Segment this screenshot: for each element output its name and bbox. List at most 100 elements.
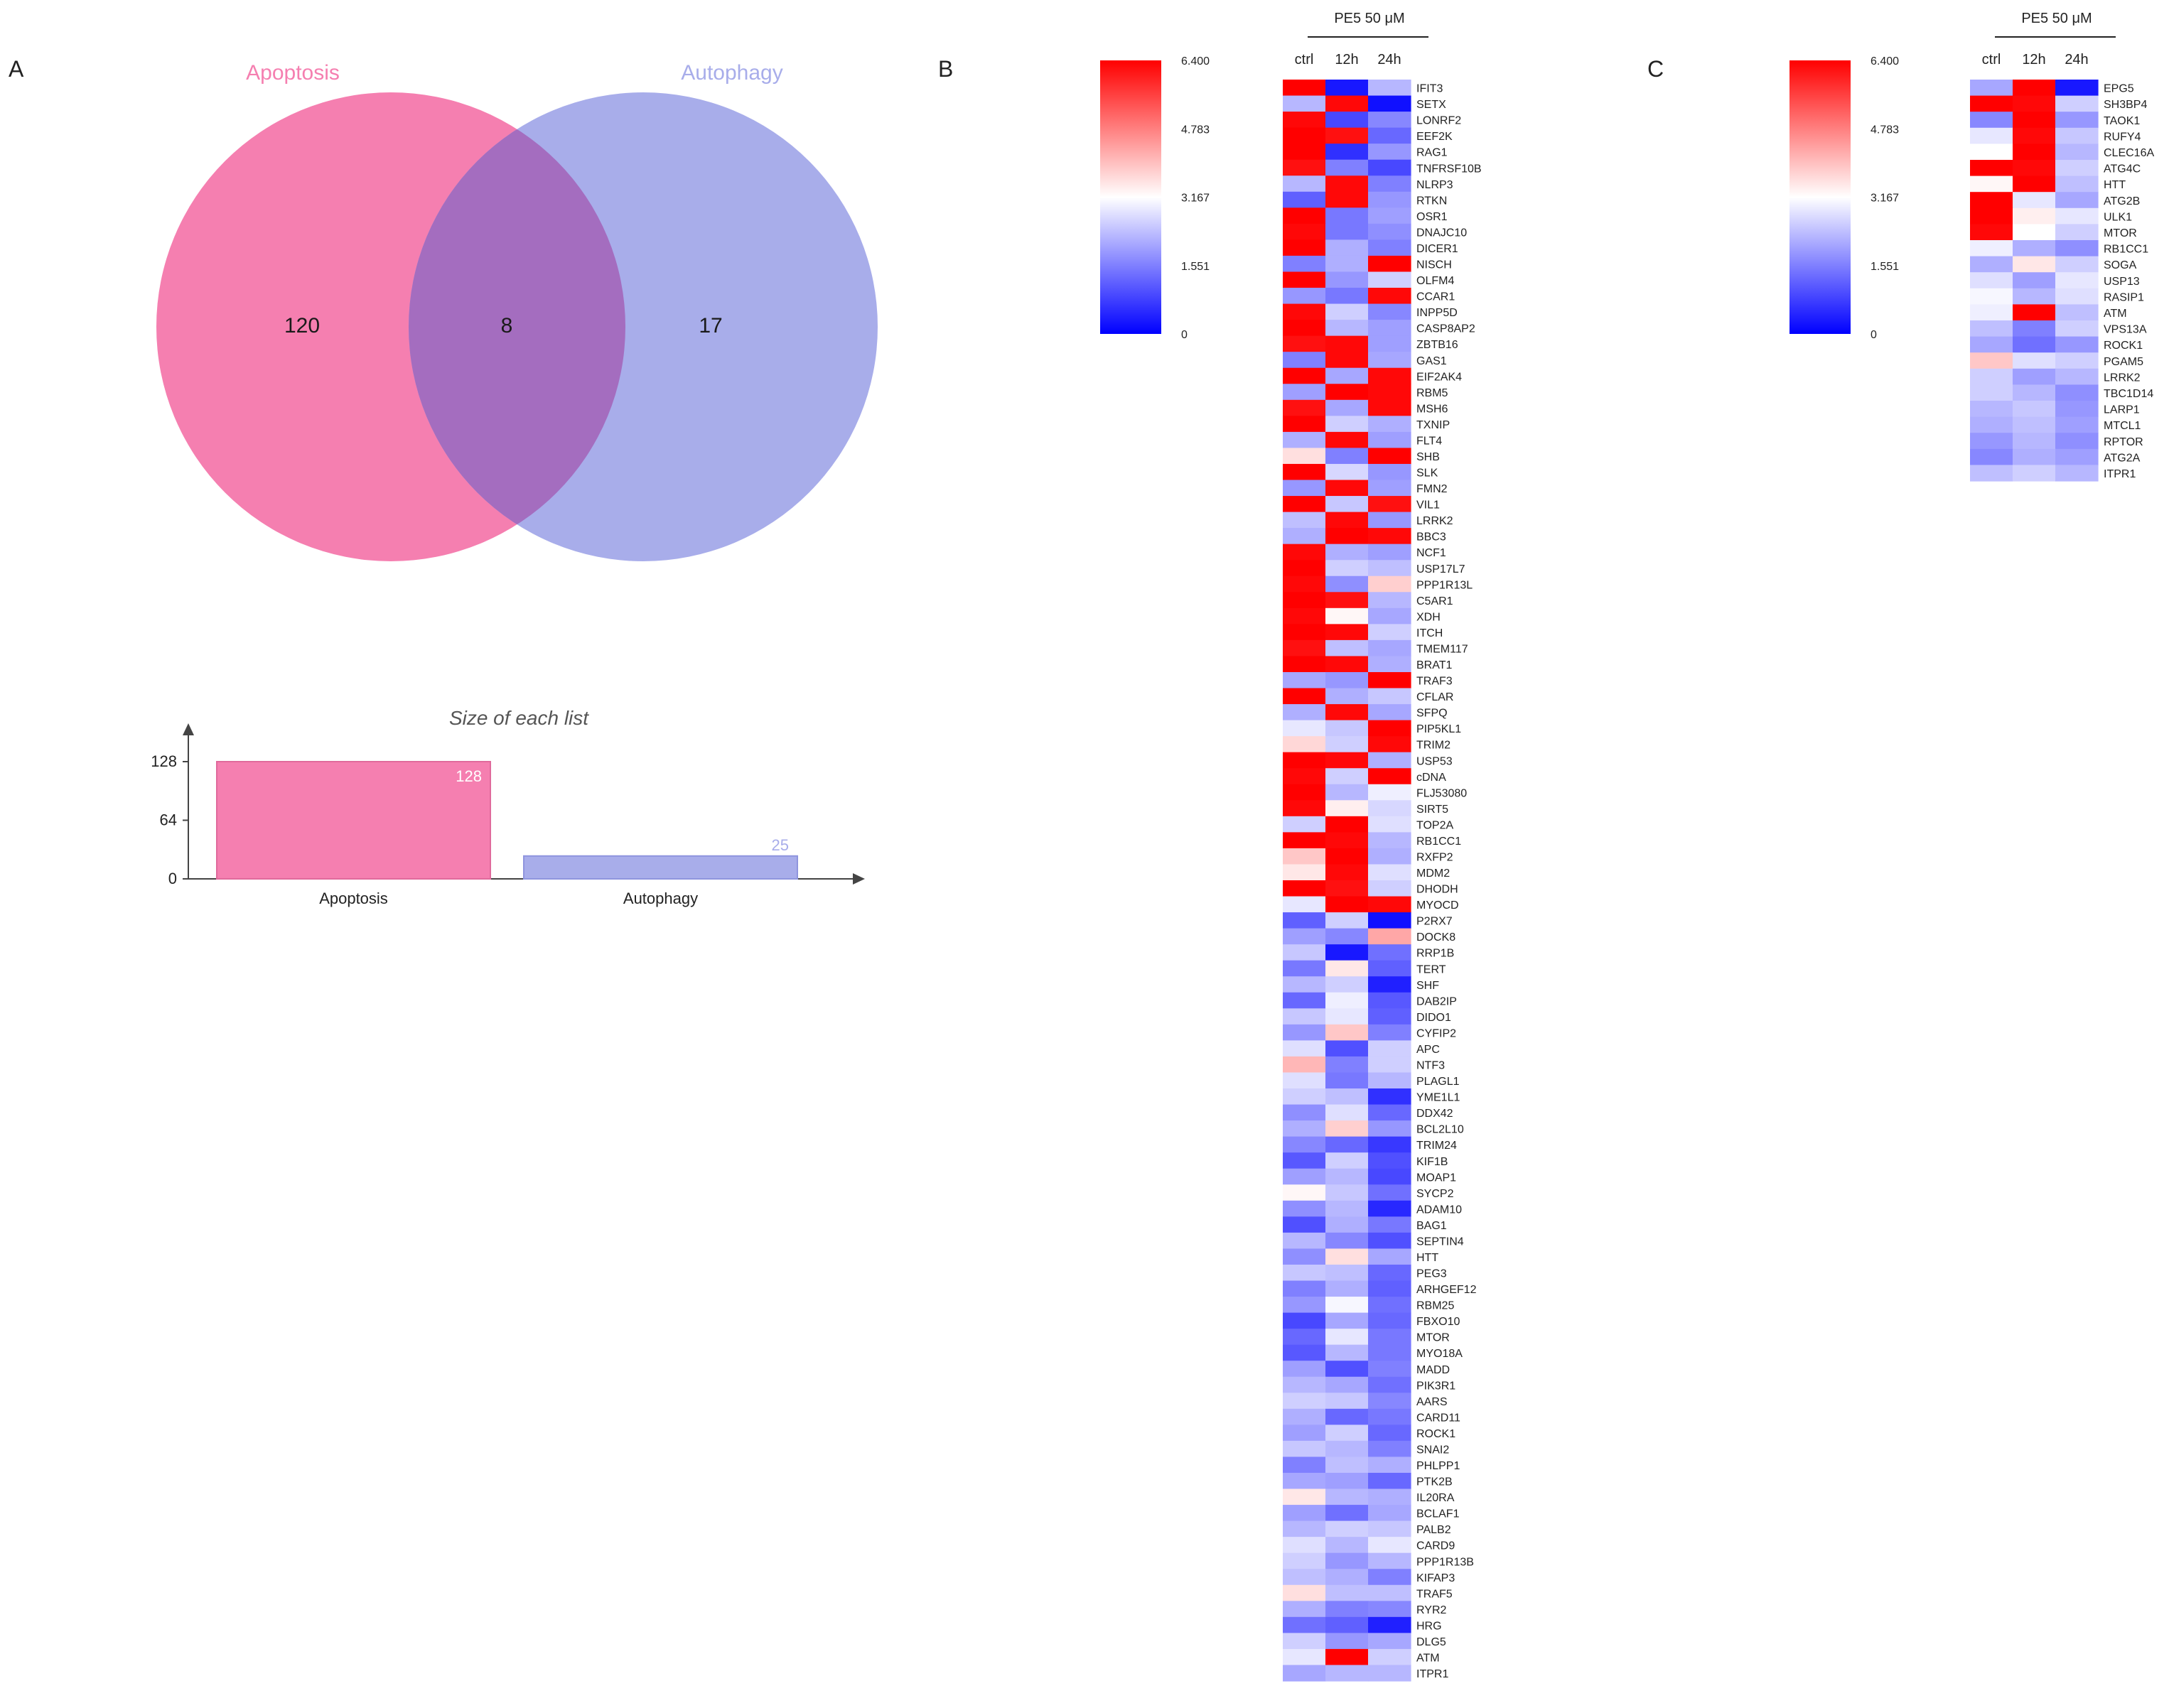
heatmap-cell <box>1283 175 1326 193</box>
heatmap-cell <box>1368 127 1411 144</box>
heatmap-cell <box>1325 1056 1369 1074</box>
heatmap-cell <box>1325 512 1369 529</box>
bar-value-label: 128 <box>456 767 482 785</box>
gene-label: MADD <box>1416 1364 1450 1376</box>
gene-label: DNAJC10 <box>1416 227 1467 239</box>
heatmap-cell <box>1283 1232 1326 1250</box>
heatmap-cell <box>1325 335 1369 352</box>
column-label: ctrl <box>1982 52 2001 67</box>
heatmap-cell <box>1325 480 1369 497</box>
gene-label: KIF1B <box>1416 1156 1448 1168</box>
heatmap-cell <box>1325 544 1369 561</box>
heatmap-cell <box>1368 320 1411 337</box>
heatmap-cell <box>1283 1056 1326 1074</box>
heatmap-cell <box>2013 95 2056 112</box>
heatmap-cell <box>1325 880 1369 897</box>
heatmap-cell <box>1368 95 1411 112</box>
heatmap-cell <box>1283 1616 1326 1633</box>
heatmap-cell <box>1325 1601 1369 1618</box>
gene-label: cDNA <box>1416 772 1446 784</box>
gene-label: CASP8AP2 <box>1416 323 1475 335</box>
heatmap-cell <box>1283 1408 1326 1425</box>
heatmap-cell <box>1368 303 1411 320</box>
gene-label: TMEM117 <box>1416 643 1468 655</box>
heatmap-cell <box>1368 1393 1411 1410</box>
heatmap-cell <box>1283 1505 1326 1522</box>
heatmap-cell <box>1325 1008 1369 1025</box>
heatmap-cell <box>1368 191 1411 208</box>
heatmap-cell <box>1368 496 1411 513</box>
heatmap-cell <box>1325 1232 1369 1250</box>
heatmap-cell <box>1283 720 1326 737</box>
heatmap-cell <box>1325 1376 1369 1393</box>
heatmap-cell <box>1368 639 1411 657</box>
heatmap-cell <box>2013 416 2056 433</box>
heatmap-cell <box>1325 656 1369 673</box>
heatmap-cell <box>1283 1297 1326 1314</box>
heatmap-panel-b: 6.400 4.783 3.167 1.551 0 PE5 50 μM ctrl 12h 24h… <box>1100 11 1482 1682</box>
heatmap-cell <box>1325 1200 1369 1217</box>
heatmap-cell <box>1283 592 1326 609</box>
heatmap-cell <box>1368 1344 1411 1361</box>
heatmap-cell <box>1283 480 1326 497</box>
gene-label: IFIT3 <box>1416 83 1443 95</box>
heatmap-cell <box>1368 1616 1411 1633</box>
heatmap-cell <box>1970 401 2013 418</box>
heatmap-cell <box>1368 399 1411 416</box>
heatmap-cell <box>2013 192 2056 209</box>
heatmap-cell <box>2013 433 2056 450</box>
venn-count-apoptosis-only: 120 <box>284 314 320 337</box>
heatmap-cell <box>1368 848 1411 865</box>
heatmap-cell <box>1283 528 1326 545</box>
heatmap-cell <box>1368 1440 1411 1458</box>
heatmap-cell <box>1283 1520 1326 1537</box>
heatmap-cell <box>1368 1361 1411 1378</box>
heatmap-cell <box>1283 288 1326 305</box>
heatmap-cell <box>1325 1312 1369 1329</box>
heatmap-cell <box>1368 1601 1411 1618</box>
heatmap-cell <box>1325 1665 1369 1682</box>
color-scale-tick-label: 4.783 <box>1181 124 1210 136</box>
gene-label: RXFP2 <box>1416 852 1453 864</box>
gene-label: RB1CC1 <box>1416 836 1461 848</box>
heatmap-cell <box>2013 384 2056 401</box>
heatmap-cell <box>1970 352 2013 369</box>
heatmap-cell <box>1970 175 2013 193</box>
heatmap-cell <box>1283 1665 1326 1682</box>
heatmap-cell <box>1283 1488 1326 1506</box>
heatmap-cell <box>1325 1264 1369 1282</box>
heatmap-cell <box>2055 433 2099 450</box>
heatmap-cell <box>1283 944 1326 961</box>
heatmap-cell <box>1368 512 1411 529</box>
heatmap-cell <box>1283 1552 1326 1569</box>
heatmap-cell <box>1283 1216 1326 1233</box>
heatmap-cell <box>1368 880 1411 897</box>
panel-label-c: C <box>1647 56 1664 82</box>
heatmap-cell <box>1325 752 1369 769</box>
heatmap-cell <box>1283 1024 1326 1041</box>
heatmap-cell <box>1325 1297 1369 1314</box>
heatmap-cell <box>1325 1120 1369 1137</box>
heatmap-cell <box>1283 928 1326 945</box>
panel-label-b: B <box>938 56 953 82</box>
heatmap-cell <box>1283 896 1326 913</box>
heatmap-cell <box>1283 752 1326 769</box>
heatmap-cell <box>1368 288 1411 305</box>
bar-y-tick-label: 64 <box>160 811 177 829</box>
gene-label: RB1CC1 <box>2104 244 2148 256</box>
heatmap-cell <box>1368 528 1411 545</box>
heatmap-cell <box>1368 784 1411 801</box>
heatmap-cell <box>1283 816 1326 833</box>
heatmap-cell <box>1283 144 1326 161</box>
heatmap-cell <box>1368 1425 1411 1442</box>
heatmap-cell <box>1283 1456 1326 1474</box>
gene-label: FBXO10 <box>1416 1316 1460 1328</box>
heatmap-cell <box>1325 1408 1369 1425</box>
heatmap-cell <box>1368 560 1411 577</box>
heatmap-cell <box>1283 1569 1326 1586</box>
heatmap-cell <box>1368 1520 1411 1537</box>
heatmap-cell <box>1283 127 1326 144</box>
gene-label: USP53 <box>1416 755 1453 767</box>
heatmap-cell <box>1368 816 1411 833</box>
gene-label: CYFIP2 <box>1416 1027 1456 1039</box>
